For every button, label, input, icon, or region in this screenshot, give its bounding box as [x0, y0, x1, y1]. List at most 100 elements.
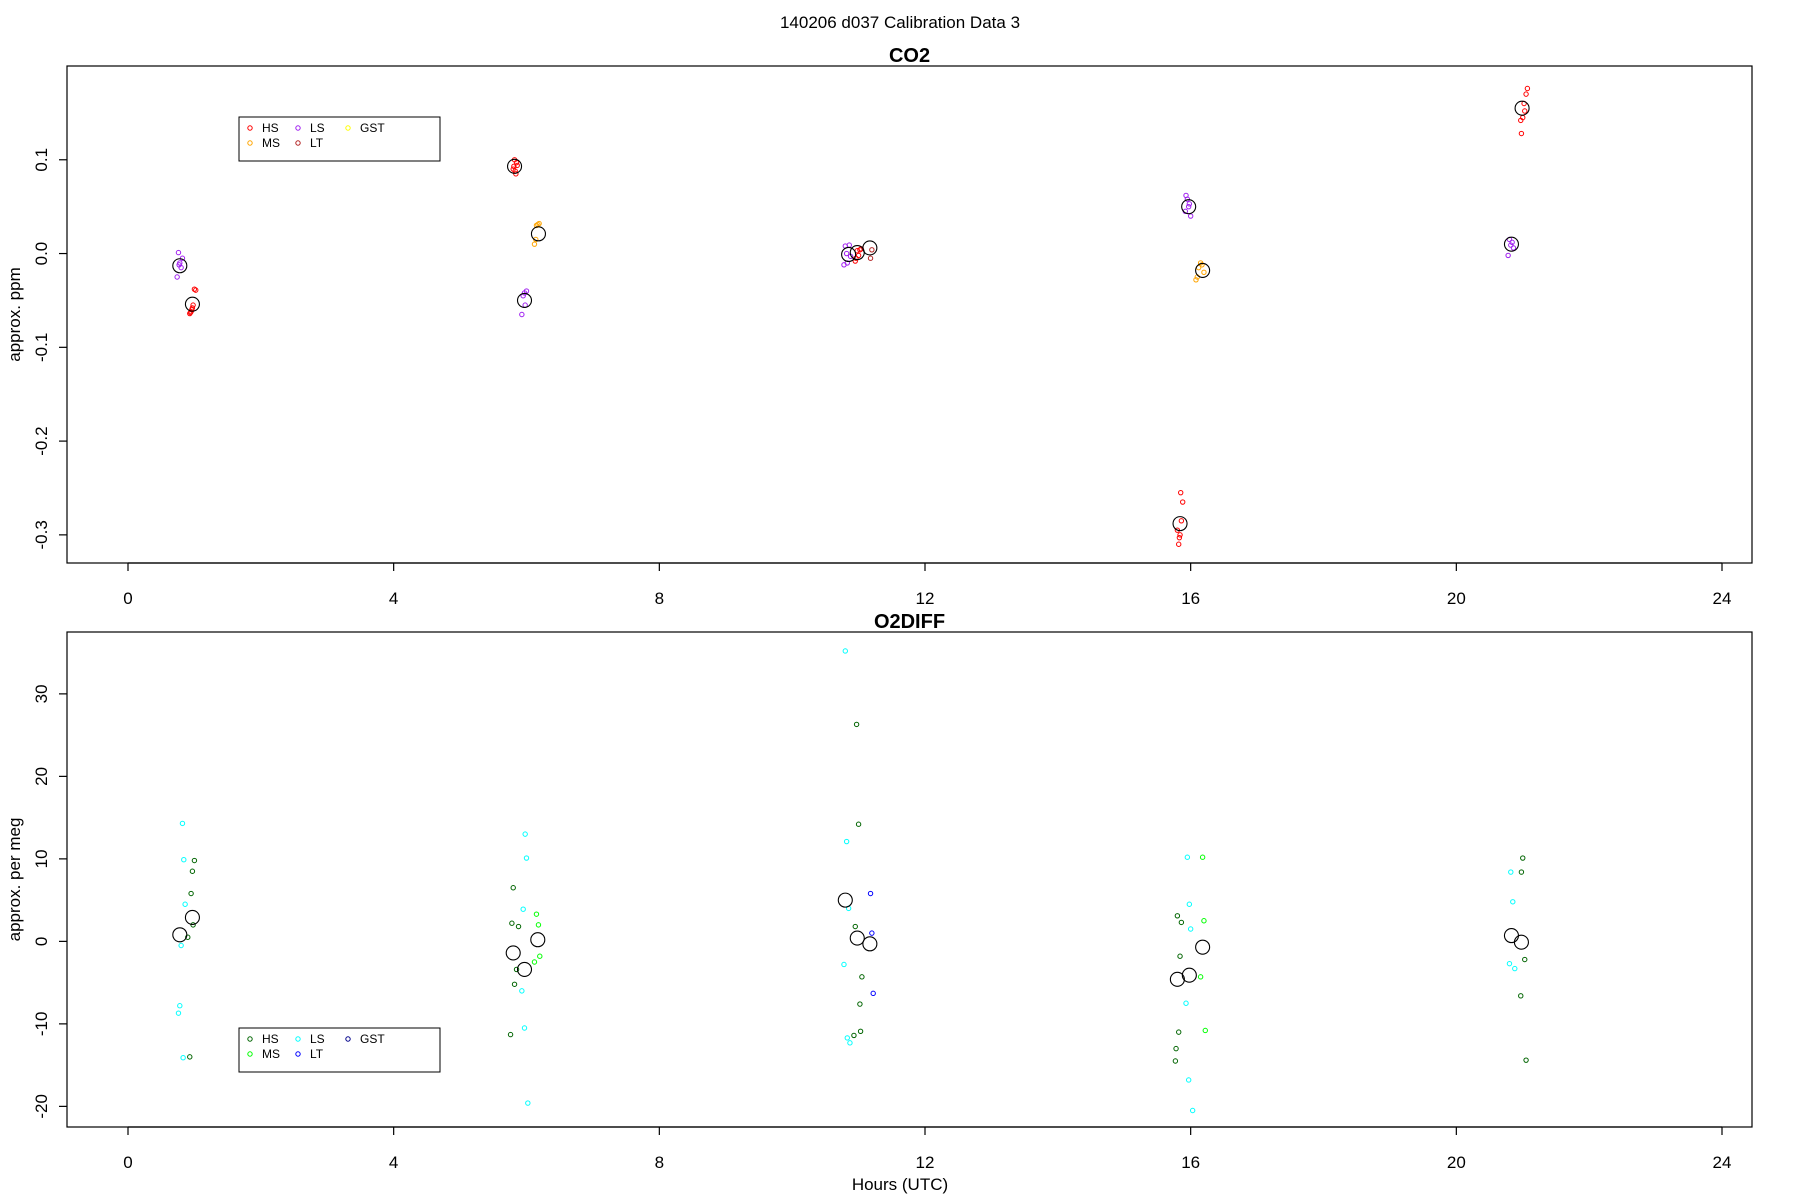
- chart1-point-ls: [179, 820, 186, 827]
- chart0-point-lt: [869, 247, 875, 253]
- chart0-point-ms: [531, 241, 538, 247]
- chart1-point-ms: [535, 922, 542, 928]
- chart1-point-ls: [1189, 1107, 1196, 1114]
- chart1-point-hs: [1173, 1045, 1179, 1052]
- chart1-legend-label: HS: [262, 1032, 279, 1046]
- chart0-point-hs: [190, 302, 196, 308]
- chart1-y-tick-label: 0: [32, 937, 51, 946]
- chart1-point-hs: [1174, 913, 1181, 919]
- chart1-point-hs: [1178, 919, 1185, 926]
- chart0-x-tick-label: 12: [916, 589, 935, 608]
- chart0-point-hs: [1524, 85, 1531, 92]
- chart1-legend-label: LT: [310, 1047, 324, 1061]
- chart0-point-hs: [1522, 108, 1528, 114]
- chart1-point-ls: [1186, 901, 1193, 907]
- chart0-mean-point: [506, 158, 523, 174]
- chart0-mean-point: [172, 258, 188, 274]
- chart1-point-hs: [857, 1001, 863, 1007]
- chart0-point-ls: [843, 250, 850, 257]
- chart0-point-hs: [1178, 489, 1184, 496]
- chart1-legend-label: LS: [310, 1032, 325, 1046]
- chart1-y-tick-label: 10: [32, 849, 51, 868]
- chart0-mean-point: [516, 292, 533, 308]
- chart0-point-hs: [1518, 117, 1524, 124]
- chart0-point-ms: [1201, 269, 1207, 276]
- chart0-y-tick-label: -0.2: [32, 426, 51, 455]
- chart1-point-ls: [1187, 926, 1194, 932]
- chart1-point-ls: [523, 855, 530, 861]
- chart0-mean-point: [1503, 236, 1520, 252]
- chart1-point-ls: [520, 906, 526, 912]
- chart0-x-tick-label: 8: [655, 589, 664, 608]
- chart0-point-hs: [855, 252, 862, 259]
- chart0-point-ls: [1186, 201, 1193, 207]
- chart0-point-ls: [1187, 213, 1194, 219]
- figure-title: 140206 d037 Calibration Data 3: [780, 13, 1020, 32]
- chart1-mean-point: [1503, 928, 1520, 944]
- chart0-legend-marker-hs: [247, 125, 253, 131]
- chart0-point-hs: [189, 307, 195, 313]
- chart0-point-ls: [1509, 239, 1515, 245]
- chart0-legend-marker-gst: [345, 125, 351, 131]
- chart1-point-ls: [842, 648, 848, 654]
- chart1-point-hs: [507, 1031, 514, 1038]
- chart1-legend-marker-gst: [345, 1036, 351, 1042]
- chart1-point-ls: [1508, 869, 1514, 875]
- chart1-mean-point: [172, 927, 188, 943]
- chart1-point-ms: [1201, 918, 1207, 924]
- chart0-mean-point: [1172, 516, 1188, 532]
- chart1-point-ms: [531, 959, 538, 965]
- chart0-point-hs: [1176, 541, 1182, 547]
- chart1-point-hs: [1523, 1057, 1529, 1063]
- chart0-point-hs: [1177, 532, 1183, 538]
- chart1-point-ls: [843, 838, 850, 845]
- chart1-point-ls: [522, 831, 528, 837]
- chart1-legend-marker-lt: [295, 1051, 301, 1057]
- chart1-legend-label: MS: [262, 1047, 280, 1061]
- chart1-legend-marker-hs: [247, 1036, 253, 1042]
- chart1-point-hs: [188, 890, 194, 897]
- chart0-point-ls: [1508, 242, 1514, 248]
- figure-x-axis-label: Hours (UTC): [852, 1175, 948, 1194]
- chart1-y-tick-label: -10: [32, 1012, 51, 1037]
- chart1-point-hs: [185, 934, 191, 940]
- chart0-mean-point: [184, 296, 200, 312]
- chart0-x-tick-label: 24: [1713, 589, 1732, 608]
- chart1-point-ls: [1185, 1077, 1192, 1083]
- chart1-point-ls: [519, 988, 525, 994]
- chart0-point-ls: [841, 262, 847, 268]
- chart1-point-hs: [1176, 1029, 1182, 1035]
- chart0-point-ls: [519, 311, 525, 318]
- chart0-legend-label: HS: [262, 121, 279, 135]
- chart1-point-ls: [180, 1055, 186, 1061]
- chart1-point-ms: [1202, 1027, 1208, 1034]
- o2diff-chart: O2DIFF 0 4 8 12 16 20 24 -20 -10 0 10 20 30 approx. pe…: [5, 611, 1753, 1172]
- chart0-x-tick-label: 0: [123, 589, 132, 608]
- chart1-point-ms: [1199, 854, 1206, 860]
- chart1-point-ms: [537, 953, 543, 959]
- chart1-point-ls: [181, 857, 187, 863]
- chart1-point-ls: [177, 1003, 183, 1009]
- chart1-point-ls: [1183, 1000, 1189, 1006]
- chart0-legend-marker-lt: [295, 140, 301, 146]
- chart1-mean-point: [1181, 967, 1197, 983]
- chart1-point-ls: [1510, 899, 1516, 905]
- chart1-x-tick-label: 8: [655, 1153, 664, 1172]
- chart0-x-tick-label: 4: [389, 589, 398, 608]
- chart1-mean-point: [849, 930, 865, 946]
- chart0-point-ls: [1505, 252, 1511, 259]
- chart1-legend-label: GST: [360, 1032, 385, 1046]
- chart1-mean-point: [516, 961, 533, 977]
- chart1-y-tick-label: -20: [32, 1094, 51, 1119]
- chart1-x-tick-label: 24: [1713, 1153, 1732, 1172]
- chart0-point-lt: [867, 255, 874, 261]
- co2-chart: CO2 0 4 8 12 16 20 24 -0.3 -0.2 -0.1 0.0 0.1 approx. …: [5, 45, 1753, 608]
- chart0-point-ls: [1185, 203, 1192, 210]
- chart1-point-hs: [189, 868, 196, 874]
- chart1-point-hs: [855, 821, 862, 827]
- chart0-y-tick-label: 0.1: [32, 148, 51, 172]
- chart0-mean-point: [1195, 262, 1211, 278]
